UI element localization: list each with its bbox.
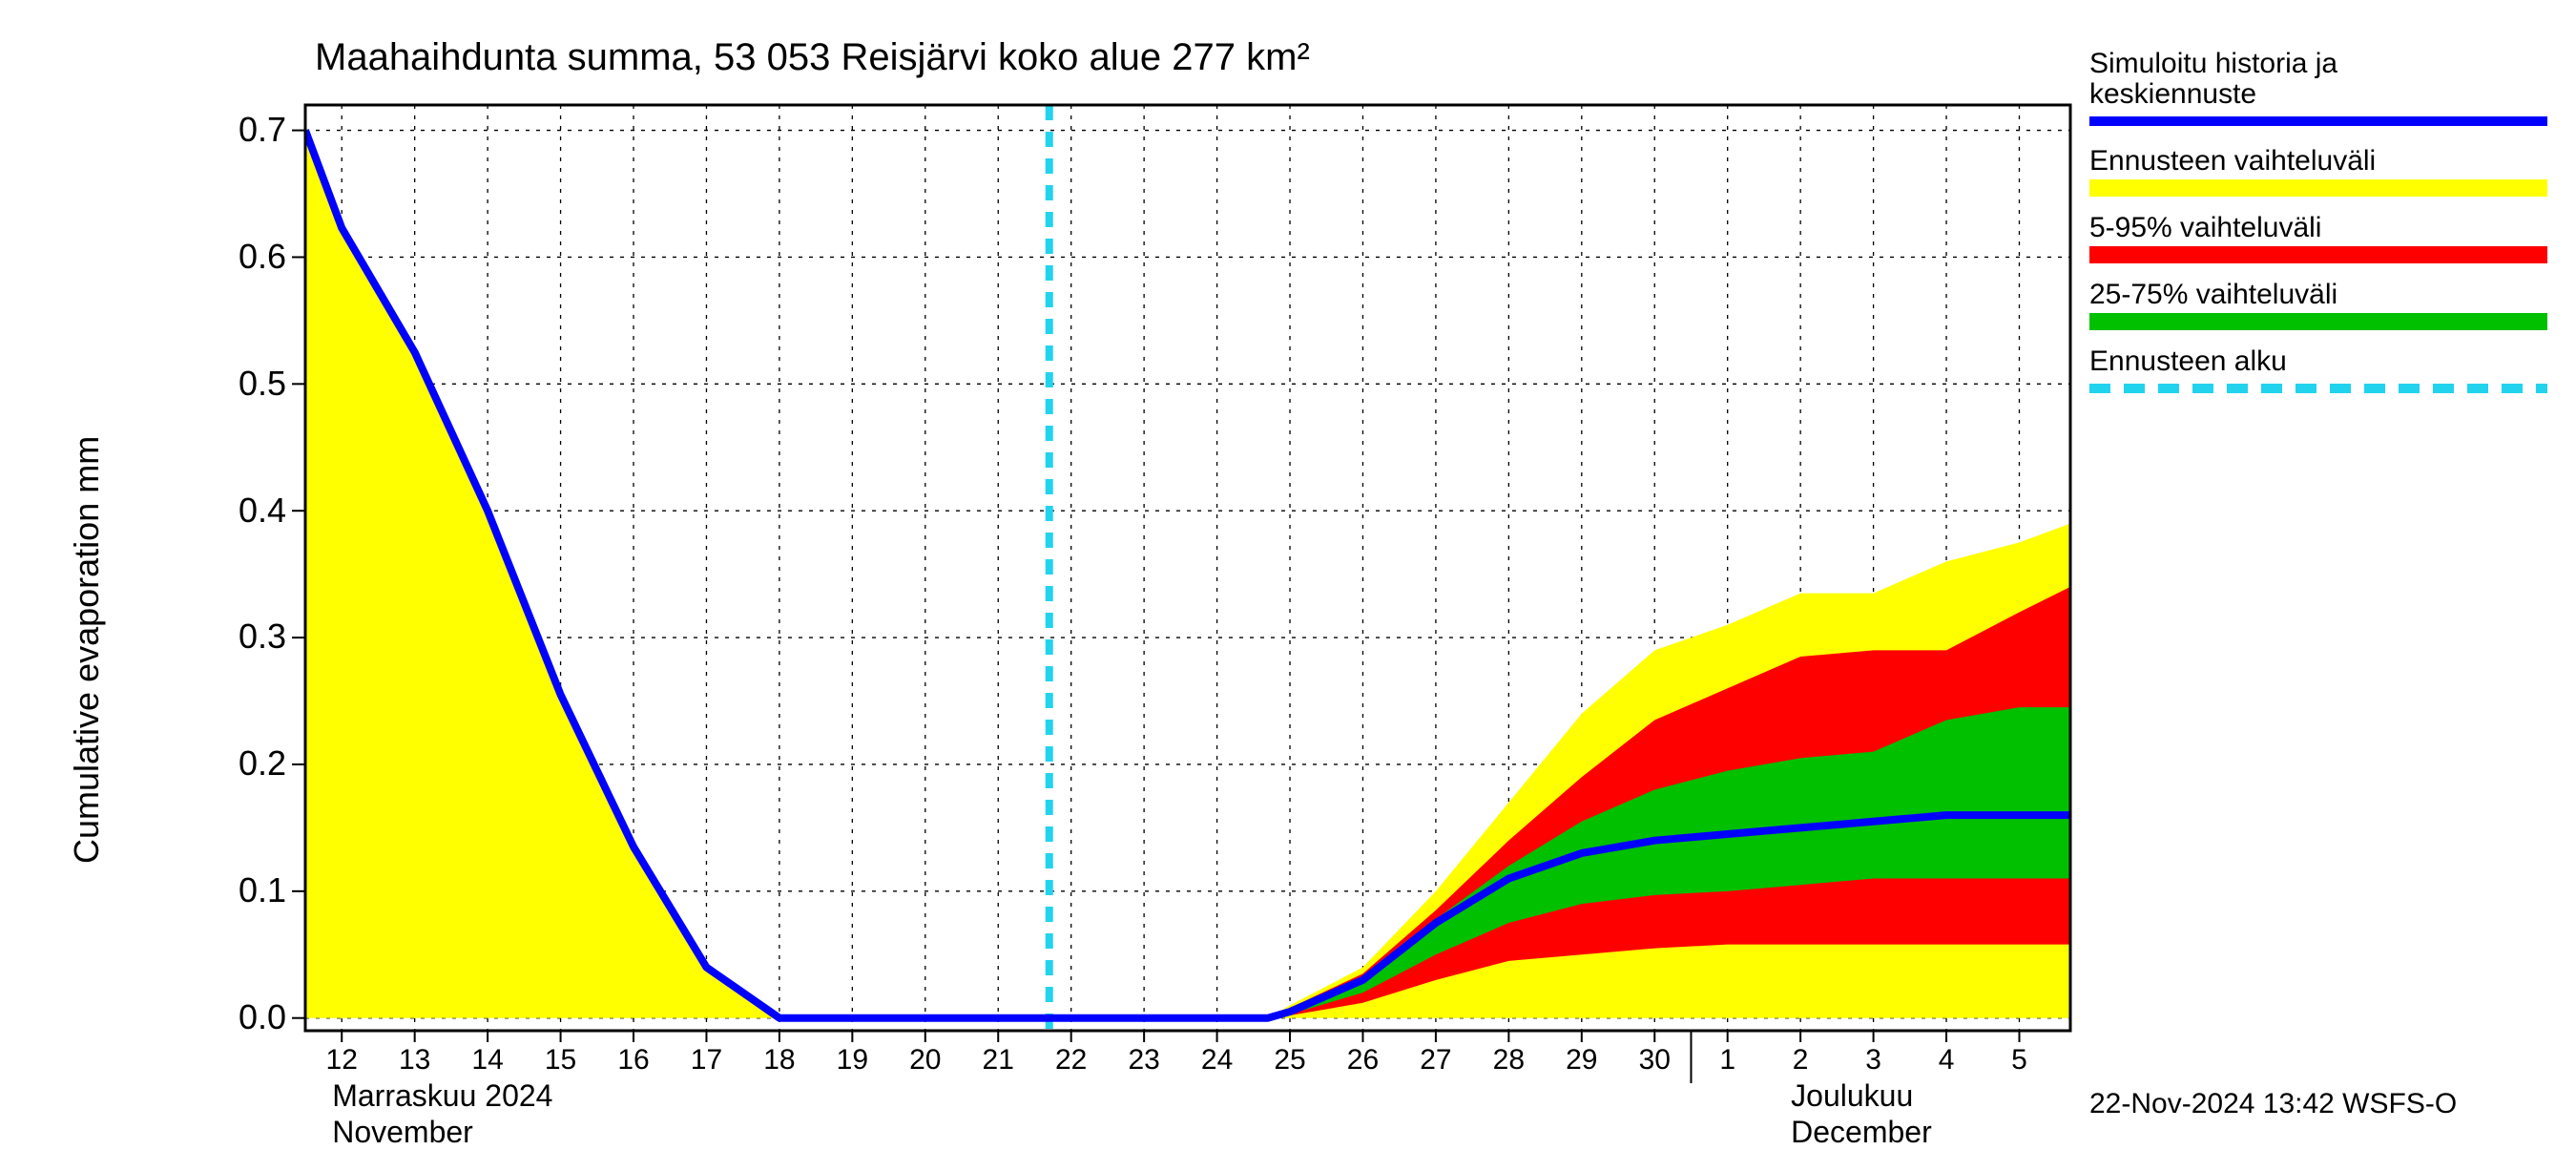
legend-swatch	[2089, 246, 2547, 263]
legend-label: keskiennuste	[2089, 78, 2256, 111]
y-tick-label: 0.7	[200, 110, 286, 150]
y-tick-label: 0.4	[200, 491, 286, 531]
x-tick-label: 23	[1115, 1044, 1173, 1077]
y-tick-label: 0.0	[200, 997, 286, 1037]
legend-swatch	[2089, 380, 2547, 397]
month-label: December	[1791, 1115, 1932, 1150]
x-tick-label: 20	[897, 1044, 954, 1077]
y-tick-label: 0.3	[200, 617, 286, 657]
legend-swatch	[2089, 313, 2547, 330]
x-tick-label: 4	[1918, 1044, 1975, 1077]
y-tick-label: 0.6	[200, 237, 286, 277]
x-tick-label: 25	[1261, 1044, 1319, 1077]
legend-swatch	[2089, 113, 2547, 130]
timestamp-label: 22-Nov-2024 13:42 WSFS-O	[2089, 1088, 2457, 1120]
x-tick-label: 14	[459, 1044, 516, 1077]
month-label: Joulukuu	[1791, 1078, 1913, 1114]
x-tick-label: 22	[1043, 1044, 1100, 1077]
x-tick-label: 13	[386, 1044, 444, 1077]
x-tick-label: 12	[313, 1044, 370, 1077]
legend-label: Ennusteen vaihteluväli	[2089, 145, 2376, 178]
x-tick-label: 28	[1480, 1044, 1537, 1077]
x-tick-label: 5	[1990, 1044, 2047, 1077]
x-tick-label: 29	[1553, 1044, 1610, 1077]
month-label: Marraskuu 2024	[332, 1078, 552, 1114]
x-tick-label: 26	[1334, 1044, 1391, 1077]
legend-label: 5-95% vaihteluväli	[2089, 212, 2321, 244]
legend-label: 25-75% vaihteluväli	[2089, 279, 2337, 311]
x-tick-label: 1	[1699, 1044, 1756, 1077]
legend-label: Ennusteen alku	[2089, 345, 2287, 378]
chart-container: Maahaihdunta summa, 53 053 Reisjärvi kok…	[0, 0, 2576, 1145]
x-tick-label: 21	[969, 1044, 1027, 1077]
x-tick-label: 2	[1772, 1044, 1829, 1077]
x-tick-label: 27	[1407, 1044, 1465, 1077]
x-tick-label: 16	[605, 1044, 662, 1077]
x-tick-label: 17	[677, 1044, 735, 1077]
y-tick-label: 0.1	[200, 870, 286, 910]
x-tick-label: 3	[1845, 1044, 1902, 1077]
x-tick-label: 19	[823, 1044, 881, 1077]
month-label: November	[332, 1115, 473, 1150]
legend-label: Simuloitu historia ja	[2089, 48, 2337, 80]
y-tick-label: 0.2	[200, 743, 286, 784]
x-tick-label: 24	[1189, 1044, 1246, 1077]
x-tick-label: 15	[532, 1044, 590, 1077]
x-tick-label: 18	[751, 1044, 808, 1077]
x-tick-label: 30	[1626, 1044, 1683, 1077]
y-tick-label: 0.5	[200, 364, 286, 404]
legend-swatch	[2089, 179, 2547, 197]
